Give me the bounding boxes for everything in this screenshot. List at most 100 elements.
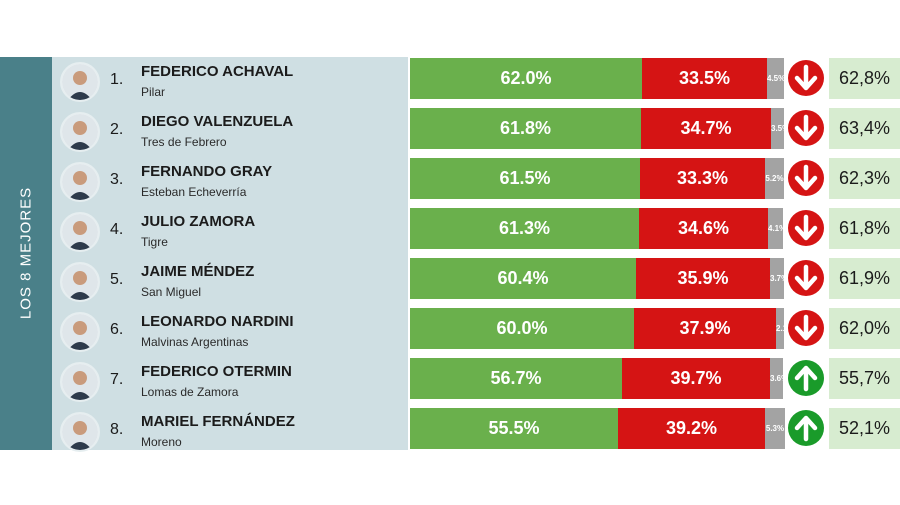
- arrow-down-icon: [788, 160, 824, 196]
- table-row: 1. FEDERICO ACHAVAL Pilar 62.0% 33.5% 4.5% 62,…: [52, 58, 900, 105]
- bar-red: 34.6%: [639, 208, 768, 249]
- avatar: [60, 212, 100, 252]
- bar-red: 39.7%: [622, 358, 770, 399]
- data-label: 4.1%: [768, 224, 787, 233]
- candidate-name: DIEGO VALENZUELA: [141, 113, 294, 130]
- table-row: 2. DIEGO VALENZUELA Tres de Febrero 61.8% 34…: [52, 108, 900, 155]
- data-label: 56.7%: [490, 368, 542, 388]
- bar-green: 60.0%: [410, 308, 634, 349]
- bar-green: 61.8%: [410, 108, 641, 149]
- data-label: 3.5%: [771, 124, 790, 133]
- candidate-name: JAIME MÉNDEZ: [141, 263, 255, 280]
- data-label: 34.7%: [680, 118, 732, 138]
- data-label: 35.9%: [677, 268, 729, 288]
- bar-green: 61.5%: [410, 158, 640, 199]
- bar-red: 33.3%: [640, 158, 765, 199]
- final-percentage: 62,0%: [829, 308, 900, 349]
- final-percentage: 61,8%: [829, 208, 900, 249]
- candidate-name: LEONARDO NARDINI: [141, 313, 294, 330]
- data-label: 55.5%: [488, 418, 540, 438]
- bar-other: 4.5%: [767, 58, 786, 99]
- bar-red: 33.5%: [642, 58, 767, 99]
- final-percentage: 62,3%: [829, 158, 900, 199]
- bar-red: 37.9%: [634, 308, 776, 349]
- rank-number: 5.: [110, 271, 124, 288]
- arrow-up-icon: [788, 360, 824, 396]
- bar-red: 39.2%: [618, 408, 765, 449]
- data-label: 3.7%: [770, 274, 789, 283]
- table-row: 4. JULIO ZAMORA Tigre 61.3% 34.6% 4.1% 61,8%: [52, 208, 900, 255]
- candidate-name: JULIO ZAMORA: [141, 213, 256, 230]
- bar-other: 3.6%: [770, 358, 789, 399]
- district-name: Tigre: [141, 235, 168, 249]
- arrow-up-icon: [788, 410, 824, 446]
- table-row: 7. FEDERICO OTERMIN Lomas de Zamora 56.7% 39…: [52, 358, 900, 405]
- data-label: 33.3%: [676, 168, 729, 188]
- bar-other: 2.1%: [776, 308, 795, 349]
- district-name: Pilar: [141, 85, 166, 99]
- names-panel: [52, 57, 408, 450]
- final-percentage: 63,4%: [829, 108, 900, 149]
- avatar: [60, 62, 100, 102]
- bar-green: 56.7%: [410, 358, 622, 399]
- district-name: Tres de Febrero: [141, 135, 227, 149]
- bar-other: 4.1%: [768, 208, 787, 249]
- candidate-name: FEDERICO OTERMIN: [141, 363, 292, 380]
- data-label: 33.5%: [678, 68, 731, 88]
- avatar: [60, 162, 100, 202]
- candidate-name: FERNANDO GRAY: [141, 163, 273, 180]
- avatar: [60, 312, 100, 352]
- data-label: 39.2%: [665, 418, 718, 438]
- final-percentage: 61,9%: [829, 258, 900, 299]
- side-banner: LOS 8 MEJORES: [0, 57, 52, 450]
- rank-number: 7.: [110, 371, 124, 388]
- data-label: 5.2%: [765, 174, 784, 183]
- bar-other: 3.7%: [770, 258, 789, 299]
- bar-green: 62.0%: [410, 58, 642, 99]
- rank-number: 6.: [110, 321, 124, 338]
- bar-other: 5.2%: [765, 158, 784, 199]
- candidate-name: FEDERICO ACHAVAL: [141, 63, 294, 80]
- data-label: 4.5%: [767, 74, 786, 83]
- avatar: [60, 262, 100, 302]
- data-label: 62.0%: [500, 68, 552, 88]
- district-name: Malvinas Argentinas: [141, 335, 249, 349]
- final-percentage: 55,7%: [829, 358, 900, 399]
- data-label: 39.7%: [670, 368, 722, 388]
- rank-number: 4.: [110, 221, 124, 238]
- candidate-name: MARIEL FERNÁNDEZ: [141, 413, 295, 430]
- data-label: 61.5%: [499, 168, 551, 188]
- district-name: Lomas de Zamora: [141, 385, 239, 399]
- data-label: 37.9%: [679, 318, 731, 338]
- avatar: [60, 112, 100, 152]
- bar-red: 34.7%: [641, 108, 771, 149]
- data-label: 60.0%: [496, 318, 548, 338]
- rank-number: 3.: [110, 171, 124, 188]
- rank-number: 2.: [110, 121, 124, 138]
- table-row: 3. FERNANDO GRAY Esteban Echeverría 61.5% 33…: [52, 158, 900, 205]
- arrow-down-icon: [788, 260, 824, 296]
- bar-green: 55.5%: [410, 408, 618, 449]
- data-label: 2.1%: [776, 324, 795, 333]
- arrow-down-icon: [788, 310, 824, 346]
- bar-red: 35.9%: [636, 258, 770, 299]
- side-label: LOS 8 MEJORES: [17, 186, 35, 320]
- arrow-down-icon: [788, 210, 824, 246]
- avatar: [60, 412, 100, 452]
- data-label: 60.4%: [497, 268, 549, 288]
- bar-green: 60.4%: [410, 258, 636, 299]
- rank-number: 1.: [110, 71, 124, 88]
- data-label: 61.3%: [498, 218, 551, 238]
- bar-other: 5.3%: [765, 408, 785, 449]
- table-row: 5. JAIME MÉNDEZ San Miguel 60.4% 35.9% 3.7% 61…: [52, 258, 900, 305]
- bar-green: 61.3%: [410, 208, 639, 249]
- arrow-down-icon: [788, 110, 824, 146]
- data-label: 34.6%: [677, 218, 730, 238]
- district-name: Moreno: [141, 435, 182, 449]
- data-label: 3.6%: [770, 374, 789, 383]
- district-name: San Miguel: [141, 285, 202, 299]
- avatar: [60, 362, 100, 402]
- district-name: Esteban Echeverría: [141, 185, 247, 199]
- bar-other: 3.5%: [771, 108, 790, 149]
- table-row: 6. LEONARDO NARDINI Malvinas Argentinas 60.…: [52, 308, 900, 355]
